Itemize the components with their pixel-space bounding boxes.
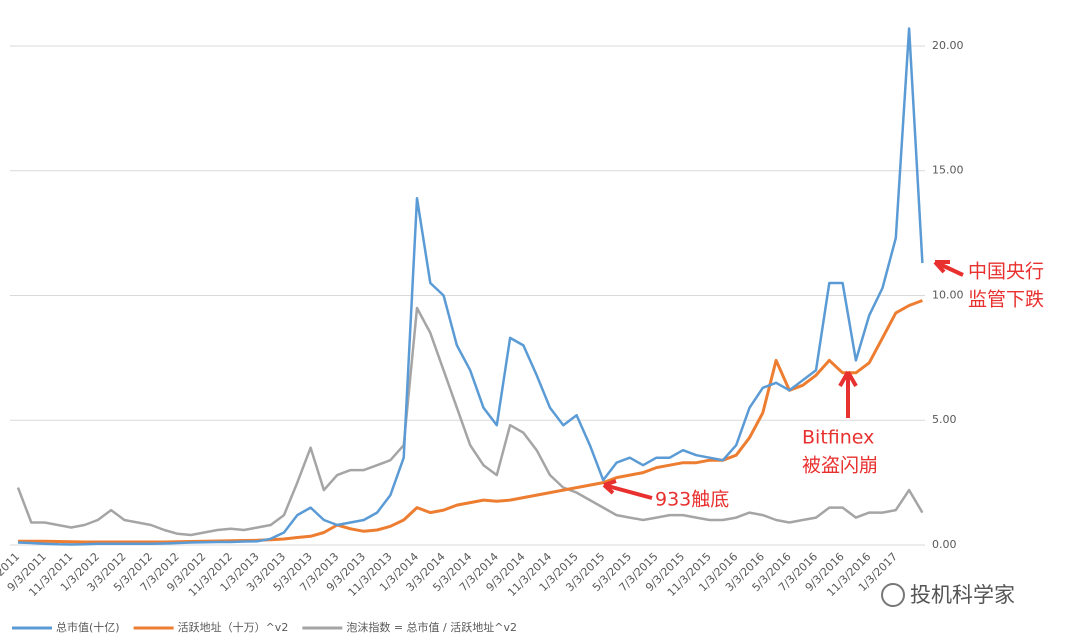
y-tick-label: 20.00 — [932, 39, 964, 52]
plot: 0.005.0010.0015.0020.007/3/20119/3/20111… — [0, 27, 964, 634]
series-line — [17, 27, 924, 546]
annotation-arrow — [838, 371, 858, 418]
annotation: 933触底 — [655, 489, 729, 511]
y-tick-label: 5.00 — [932, 413, 957, 426]
legend-label: 总市值(十亿) — [56, 620, 120, 634]
y-tick-label: 10.00 — [932, 288, 964, 301]
annotation: 监管下跌 — [968, 289, 1044, 311]
annotation: 被盗闪崩 — [802, 455, 878, 477]
annotation: Bitfinex — [802, 427, 874, 449]
legend-label: 泡沫指数 = 总市值 / 活跃地址^v2 — [346, 620, 517, 634]
series-line — [16, 306, 924, 537]
watermark: 投机科学家 — [910, 583, 1015, 607]
y-tick-label: 15.00 — [932, 164, 964, 177]
y-tick-label: 0.00 — [932, 538, 957, 551]
watermark-icon — [881, 583, 905, 607]
annotations: 中国央行 监管下跌 Bitfinex 被盗闪崩 933触底 投机科学家 — [602, 260, 1044, 607]
annotation: 中国央行 — [968, 261, 1044, 283]
annotation-arrow — [933, 260, 964, 277]
series-line — [18, 299, 923, 544]
legend-label: 活跃地址（十万）^v2 — [178, 620, 289, 634]
annotation-arrow — [602, 479, 653, 500]
